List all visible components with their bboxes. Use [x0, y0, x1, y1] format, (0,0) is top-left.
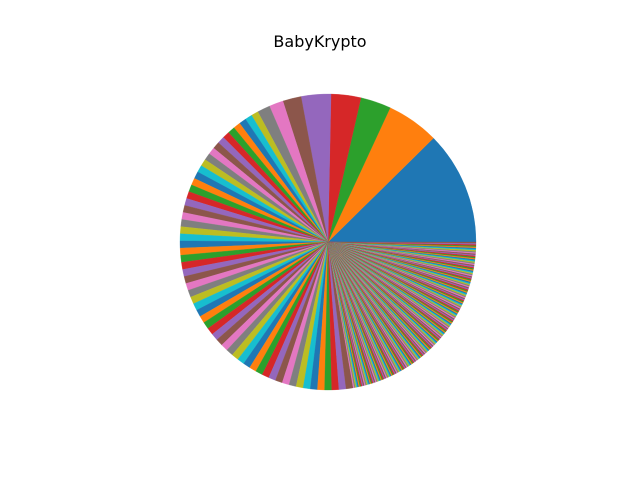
chart-title: BabyKrypto [273, 32, 367, 51]
pie-slice [327, 137, 477, 243]
pie-slice [327, 241, 477, 244]
